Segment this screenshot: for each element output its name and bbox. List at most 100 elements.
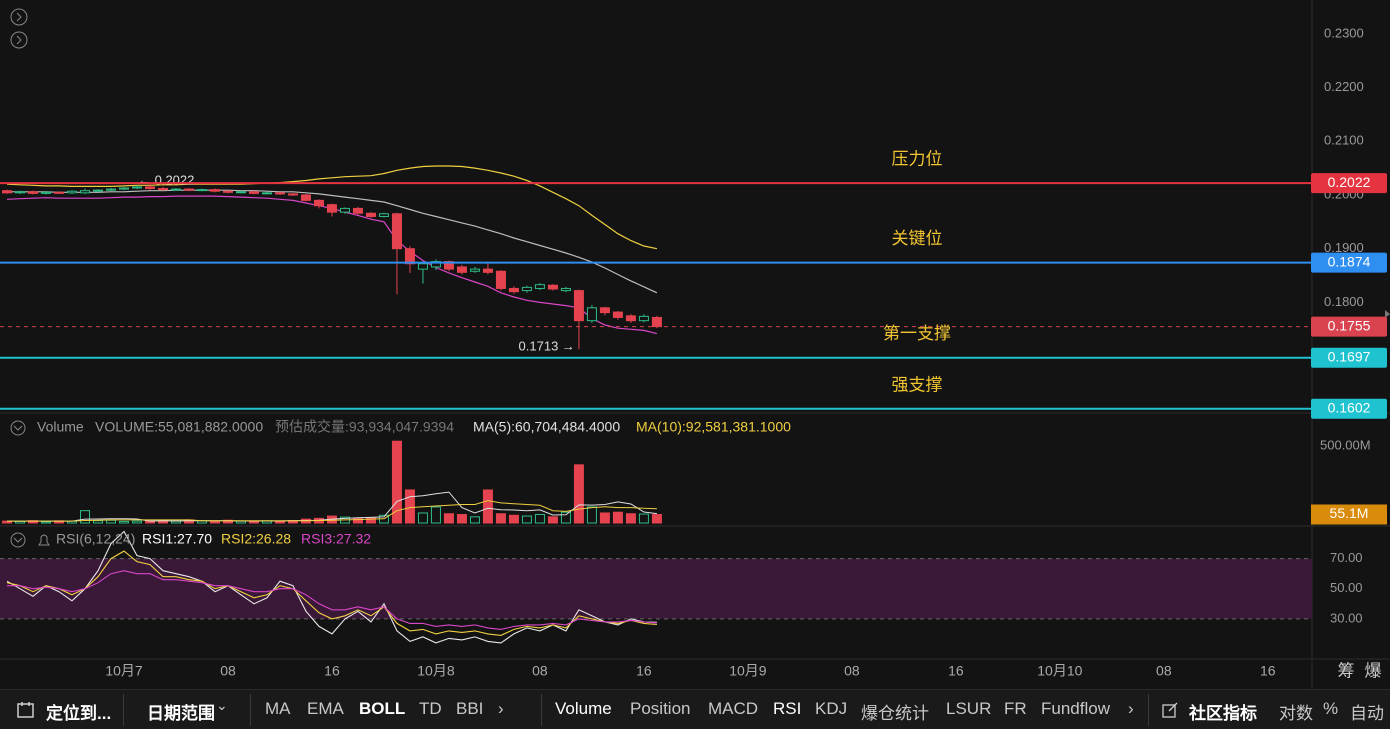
candle-body bbox=[118, 187, 129, 190]
overlay-tab[interactable]: BBI bbox=[456, 699, 484, 718]
overlay-tab[interactable]: EMA bbox=[307, 699, 344, 718]
volume-bar bbox=[482, 489, 493, 524]
indicator-tab[interactable]: FR bbox=[1004, 699, 1027, 718]
indicator-tab[interactable]: Fundflow bbox=[1041, 699, 1110, 718]
candle-body bbox=[28, 191, 39, 194]
level-badge bbox=[1311, 316, 1387, 337]
corner-button[interactable]: 爆 bbox=[1365, 661, 1382, 680]
candle-body bbox=[300, 194, 311, 201]
candle-body bbox=[183, 188, 194, 191]
y-tick-label: 0.2200 bbox=[1324, 79, 1364, 94]
indicator-tab[interactable]: RSI bbox=[773, 699, 802, 718]
volume-bar bbox=[417, 512, 428, 524]
legend-item: MA(10):92,581,381.1000 bbox=[636, 419, 791, 435]
indicator-tab[interactable]: MACD bbox=[708, 699, 759, 718]
legend-toggle[interactable] bbox=[10, 532, 26, 548]
volume-bar bbox=[508, 514, 519, 524]
candle-body bbox=[651, 316, 662, 328]
candle-body bbox=[443, 261, 454, 270]
volume-bar bbox=[521, 515, 532, 524]
candle-body bbox=[326, 204, 337, 213]
corner-button[interactable]: 筹 bbox=[1338, 661, 1355, 680]
indicator-tab[interactable]: Position bbox=[630, 699, 691, 718]
volume-bar bbox=[534, 514, 545, 524]
candle-body bbox=[15, 191, 26, 194]
candle-body bbox=[573, 290, 584, 322]
candle-body bbox=[222, 190, 233, 193]
last-volume-badge bbox=[1311, 504, 1387, 525]
rsi-line bbox=[6, 530, 657, 644]
option-button[interactable]: 自动 bbox=[1350, 704, 1384, 723]
indicator-tab[interactable]: Volume bbox=[555, 699, 612, 718]
scroll-handle[interactable] bbox=[1385, 310, 1390, 318]
overlay-tab[interactable]: BOLL bbox=[359, 699, 406, 718]
level-label: 0.1755 bbox=[1328, 317, 1371, 333]
level-note: 关键位 bbox=[892, 229, 943, 248]
separator bbox=[250, 694, 251, 726]
option-button[interactable]: 对数 bbox=[1279, 704, 1313, 723]
candle-body bbox=[2, 190, 13, 194]
scroll-right[interactable]: › bbox=[1128, 699, 1134, 718]
candle-body bbox=[625, 315, 636, 322]
volume-bar bbox=[469, 516, 480, 524]
volume-bar bbox=[80, 510, 91, 524]
y-tick-label: 0.1800 bbox=[1324, 294, 1364, 309]
community-icon bbox=[1162, 702, 1178, 718]
date-range-button[interactable]: 日期范围 bbox=[147, 704, 215, 723]
y-tick-label: 500.00M bbox=[1320, 437, 1371, 452]
legend-item: 预估成交量:93,934,047.9394 bbox=[275, 419, 454, 435]
candle-body bbox=[261, 192, 272, 195]
overlay-tab[interactable]: TD bbox=[419, 699, 442, 718]
y-tick-label: 70.00 bbox=[1330, 550, 1363, 565]
legend-item: MA(5):60,704,484.4000 bbox=[473, 419, 620, 435]
candle-body bbox=[80, 190, 91, 194]
overlay-tab[interactable]: MA bbox=[265, 699, 291, 718]
separator bbox=[123, 694, 124, 726]
legend-item: VOLUME:55,081,882.0000 bbox=[95, 419, 263, 435]
x-tick-label: 10月10 bbox=[1037, 663, 1082, 679]
candle-body bbox=[170, 188, 181, 191]
rsi-line bbox=[7, 570, 657, 630]
alert-icon[interactable] bbox=[38, 534, 50, 546]
volume-bar bbox=[93, 520, 104, 524]
candle-body bbox=[196, 189, 207, 192]
volume-bar bbox=[106, 519, 117, 524]
boll-line bbox=[7, 189, 658, 294]
x-tick-label: 10月8 bbox=[417, 663, 455, 679]
collapse-button[interactable] bbox=[10, 31, 28, 49]
volume-bar bbox=[430, 506, 441, 524]
candle-body bbox=[106, 188, 117, 191]
candle-body bbox=[430, 261, 441, 268]
candle-body bbox=[157, 188, 168, 191]
level-badge bbox=[1311, 252, 1387, 273]
separator bbox=[541, 694, 542, 726]
candle-body bbox=[417, 263, 428, 270]
indicator-tab[interactable]: LSUR bbox=[946, 699, 992, 718]
y-tick-label: 0.2100 bbox=[1324, 133, 1364, 148]
option-button[interactable]: % bbox=[1323, 699, 1339, 718]
dropdown-icon: ⌄ bbox=[216, 697, 228, 713]
candle-body bbox=[612, 311, 623, 318]
candle-body bbox=[54, 191, 65, 194]
boll-line bbox=[6, 195, 658, 335]
candle-body bbox=[235, 191, 246, 194]
community-button[interactable]: 社区指标 bbox=[1189, 704, 1257, 723]
volume-bar bbox=[495, 513, 506, 524]
indicator-tab[interactable]: 爆仓统计 bbox=[861, 704, 929, 723]
x-tick-label: 08 bbox=[844, 663, 860, 679]
candle-body bbox=[586, 307, 597, 322]
candle-body bbox=[93, 189, 104, 192]
volume-bar bbox=[612, 511, 623, 524]
scroll-right[interactable]: › bbox=[498, 699, 504, 718]
legend-item: RSI3:27.32 bbox=[301, 531, 371, 547]
indicator-tab[interactable]: KDJ bbox=[815, 699, 848, 718]
level-note: 第一支撑 bbox=[883, 324, 951, 343]
candle-body bbox=[352, 207, 363, 214]
level-badge bbox=[1311, 173, 1387, 194]
legend-item: Volume bbox=[37, 419, 84, 435]
collapse-button[interactable] bbox=[10, 8, 28, 26]
legend-toggle[interactable] bbox=[10, 420, 26, 436]
volume-bar bbox=[391, 440, 402, 524]
level-label: 0.1874 bbox=[1328, 253, 1371, 269]
locate-button[interactable]: 定位到... bbox=[46, 704, 112, 723]
